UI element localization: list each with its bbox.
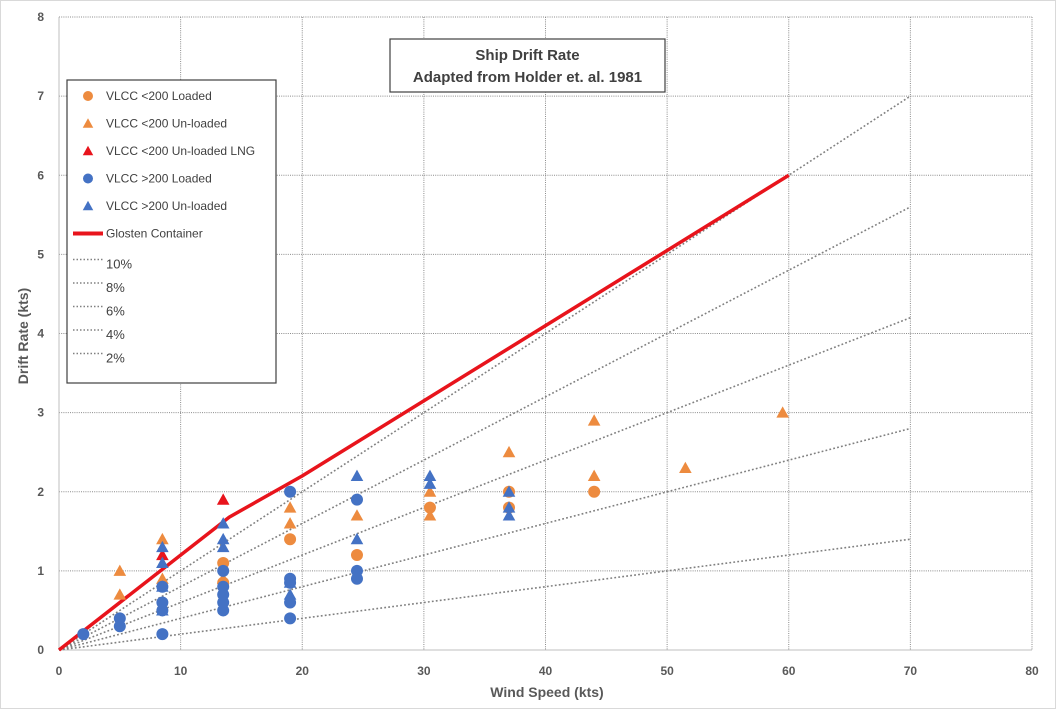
y-tick-label: 1 [37, 564, 44, 578]
data-point-circle [77, 628, 90, 641]
data-point-triangle [423, 477, 437, 489]
legend-label: 8% [106, 280, 125, 295]
data-point-triangle [216, 540, 230, 553]
x-tick-label: 50 [660, 664, 674, 678]
legend-marker-circle [83, 91, 93, 101]
y-tick-label: 5 [37, 247, 44, 261]
legend-label: VLCC <200 Un-loaded [106, 117, 227, 131]
data-point-triangle [776, 406, 789, 418]
data-point-triangle [502, 509, 516, 521]
data-point-triangle [679, 461, 692, 474]
data-point-circle [284, 533, 297, 546]
data-point-triangle [350, 509, 364, 521]
data-point-triangle [216, 517, 230, 529]
data-point-triangle [423, 469, 437, 481]
y-tick-label: 7 [37, 89, 44, 103]
legend-label: 6% [106, 304, 125, 319]
data-point-triangle [156, 540, 169, 553]
legend-marker-triangle [82, 200, 94, 211]
y-tick-label: 2 [37, 485, 44, 499]
x-tick-label: 10 [174, 664, 188, 678]
data-point-triangle [587, 414, 601, 426]
data-point-triangle [156, 532, 169, 545]
data-point-triangle [350, 532, 364, 545]
legend-label: 4% [106, 327, 125, 342]
ratio-line-10pct [58, 95, 911, 651]
data-point-circle [284, 612, 297, 625]
y-tick-label: 8 [37, 10, 44, 24]
legend-label: Glosten Container [106, 227, 203, 241]
data-point-triangle [350, 469, 364, 481]
legend-label: 2% [106, 351, 125, 366]
data-point-triangle [283, 588, 297, 600]
legend-label: 10% [106, 257, 132, 272]
chart-subtitle: Adapted from Holder et. al. 1981 [413, 69, 642, 86]
data-point-triangle [283, 517, 297, 529]
data-point-triangle [156, 604, 169, 616]
chart-title: Ship Drift Rate [475, 47, 579, 64]
data-point-triangle [502, 445, 516, 458]
data-point-triangle [113, 588, 127, 600]
chart-title-box: Ship Drift Rate Adapted from Holder et. … [389, 38, 666, 93]
data-point-circle [217, 564, 230, 577]
data-point-circle [350, 572, 363, 585]
data-point-circle [423, 501, 436, 514]
data-point-triangle [502, 501, 516, 513]
data-point-circle [350, 493, 363, 506]
title-box-border [389, 38, 666, 93]
data-point-triangle [216, 572, 230, 584]
legend-marker-triangle [82, 145, 94, 156]
legend-label: VLCC >200 Un-loaded [106, 199, 227, 213]
y-axis-title: Drift Rate (kts) [15, 288, 31, 384]
axes: 0 10 20 30 40 50 60 70 80 0 1 2 3 4 5 6 7 8 [37, 10, 1039, 678]
y-tick-label: 3 [37, 406, 44, 420]
data-point-triangle [156, 580, 169, 592]
data-point-circle [217, 604, 230, 617]
glosten-container-line [57, 173, 790, 652]
data-point-triangle [113, 564, 127, 576]
ratio-line-2pct [58, 538, 911, 651]
data-point-triangle [283, 576, 297, 588]
data-point-triangle [423, 485, 437, 497]
y-tick-label: 6 [37, 168, 44, 182]
ratio-line-6pct [58, 316, 911, 651]
reference-lines [57, 95, 911, 652]
data-point-circle [588, 485, 601, 498]
data-point-circle [350, 549, 363, 562]
data-point-triangle [156, 548, 169, 561]
data-point-triangle [587, 469, 601, 481]
x-tick-label: 70 [904, 664, 918, 678]
data-point-circle [113, 620, 126, 633]
data-point-triangle [156, 572, 169, 584]
legend-label: VLCC <200 Un-loaded LNG [106, 144, 255, 158]
x-tick-label: 0 [56, 664, 63, 678]
x-tick-label: 80 [1025, 664, 1039, 678]
data-point-triangle [283, 501, 297, 513]
legend-marker-triangle [82, 118, 94, 128]
data-point-triangle [216, 532, 230, 545]
x-tick-label: 30 [417, 664, 431, 678]
data-point-triangle [156, 556, 169, 569]
x-axis-title: Wind Speed (kts) [490, 684, 603, 700]
data-point-circle [284, 485, 297, 498]
data-point-circle [156, 628, 169, 641]
x-tick-label: 20 [296, 664, 310, 678]
legend-label: VLCC >200 Loaded [106, 172, 212, 186]
data-point-triangle [216, 493, 230, 505]
data-point-triangle [502, 485, 516, 497]
x-tick-label: 40 [539, 664, 553, 678]
legend-label: VLCC <200 Loaded [106, 89, 212, 103]
y-tick-label: 0 [37, 643, 44, 657]
y-tick-label: 4 [37, 327, 44, 341]
ratio-line-4pct [58, 427, 911, 651]
legend: VLCC <200 Loaded VLCC <200 Un-loaded VLCC … [66, 79, 277, 384]
data-point-triangle [423, 509, 437, 521]
data-points [77, 406, 789, 641]
x-tick-label: 60 [782, 664, 796, 678]
legend-marker-circle [83, 173, 93, 184]
